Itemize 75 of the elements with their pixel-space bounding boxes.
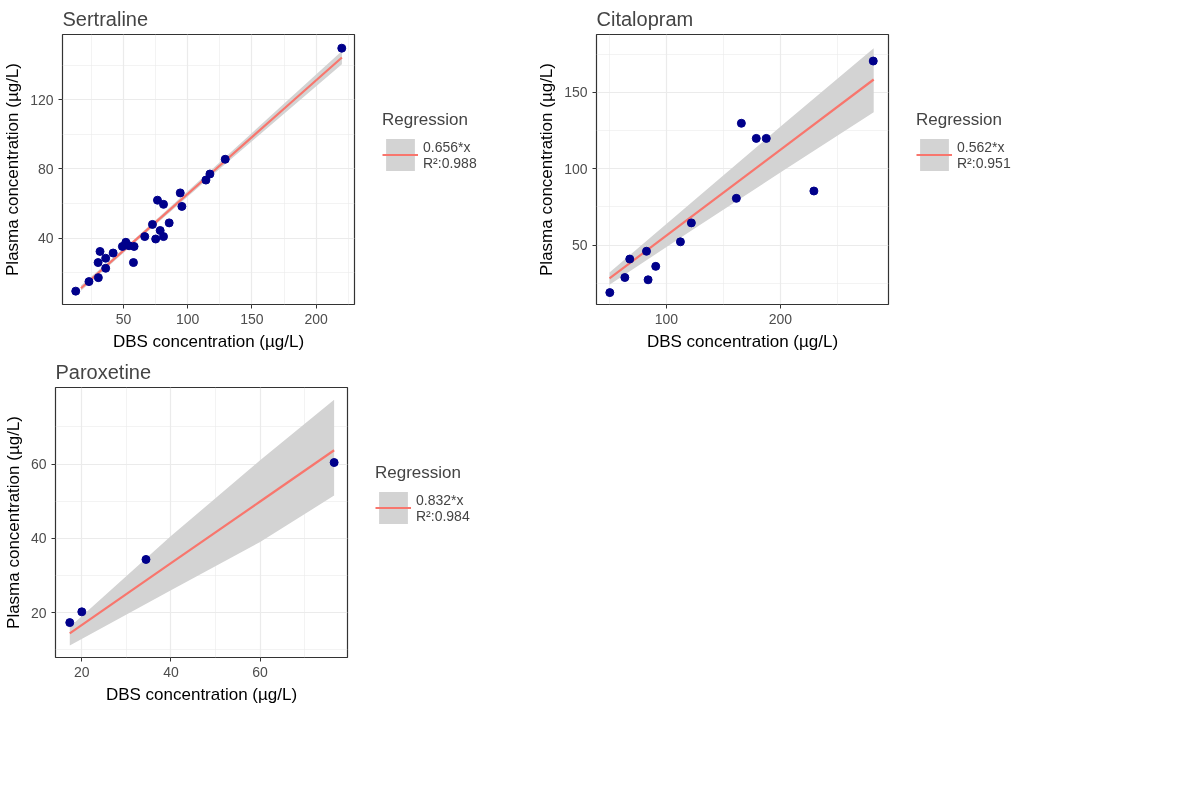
x-tick-label: 60 xyxy=(252,663,269,680)
legend-title: Regression xyxy=(382,109,469,130)
y-tick-label: 40 xyxy=(37,230,54,247)
y-axis-title: Plasma concentration (µg/L) xyxy=(3,63,23,276)
line-series xyxy=(68,449,336,635)
point xyxy=(95,246,105,256)
point xyxy=(108,248,118,258)
point xyxy=(605,288,615,298)
point xyxy=(71,286,81,296)
y-axis-title: Plasma concentration (µg/L) xyxy=(537,63,557,276)
point xyxy=(736,118,746,128)
point xyxy=(642,246,651,256)
point xyxy=(761,133,771,143)
x-tick-label: 200 xyxy=(304,310,329,327)
point xyxy=(329,458,339,468)
point xyxy=(128,258,138,268)
point xyxy=(65,618,75,628)
y-tick-label: 40 xyxy=(30,530,47,547)
y-tick-label: 80 xyxy=(37,160,54,177)
point xyxy=(159,199,169,209)
x-tick-label: 20 xyxy=(74,663,90,680)
legend-title: Regression xyxy=(375,462,462,483)
x-axis-title: DBS concentration (µg/L) xyxy=(646,331,839,351)
point xyxy=(101,263,111,273)
x-axis-title: DBS concentration (µg/L) xyxy=(112,331,305,351)
point xyxy=(77,607,87,617)
point xyxy=(101,253,111,263)
point xyxy=(175,188,185,198)
y-tick-label: 20 xyxy=(30,604,47,621)
y-tick-label: 150 xyxy=(564,84,588,101)
x-tick-label: 100 xyxy=(176,310,200,327)
point xyxy=(643,275,653,285)
point xyxy=(141,554,151,564)
x-tick-label: 100 xyxy=(654,310,679,327)
x-tick-label: 50 xyxy=(115,310,132,327)
point xyxy=(84,277,94,287)
y-tick-label: 120 xyxy=(30,91,54,108)
point xyxy=(809,186,819,196)
point xyxy=(93,273,103,283)
legend-label: 0.562*x R²:0.951 xyxy=(957,138,1011,171)
point xyxy=(651,261,661,271)
point xyxy=(731,193,741,203)
point xyxy=(147,219,157,229)
legend-label: 0.832*x R²:0.984 xyxy=(416,491,470,524)
y-tick-label: 100 xyxy=(564,160,588,177)
chart-title: Citalopram xyxy=(596,7,694,30)
point xyxy=(337,43,347,53)
point xyxy=(675,237,685,247)
x-tick-label: 150 xyxy=(240,310,264,327)
point xyxy=(164,218,174,228)
point xyxy=(868,56,878,66)
legend-label: 0.656*x R²:0.988 xyxy=(423,138,477,171)
point xyxy=(151,234,161,244)
point xyxy=(620,273,630,282)
line-series xyxy=(608,78,875,280)
y-axis-title: Plasma concentration (µg/L) xyxy=(3,416,23,629)
point xyxy=(205,169,215,179)
point xyxy=(751,133,761,143)
point xyxy=(201,175,211,185)
legend-title: Regression xyxy=(916,109,1003,130)
point xyxy=(220,154,230,164)
x-axis-title: DBS concentration (µg/L) xyxy=(105,684,298,704)
chart-title: Paroxetine xyxy=(55,360,152,383)
y-tick-label: 50 xyxy=(571,237,588,254)
point xyxy=(159,232,169,242)
x-tick-label: 200 xyxy=(768,310,793,327)
point xyxy=(625,254,635,264)
y-tick-label: 60 xyxy=(30,456,47,473)
point xyxy=(93,258,103,268)
point xyxy=(140,232,150,242)
x-tick-label: 40 xyxy=(163,663,179,680)
chart-title: Sertraline xyxy=(62,7,149,30)
point xyxy=(177,201,187,211)
point xyxy=(686,218,696,228)
point xyxy=(152,195,162,205)
